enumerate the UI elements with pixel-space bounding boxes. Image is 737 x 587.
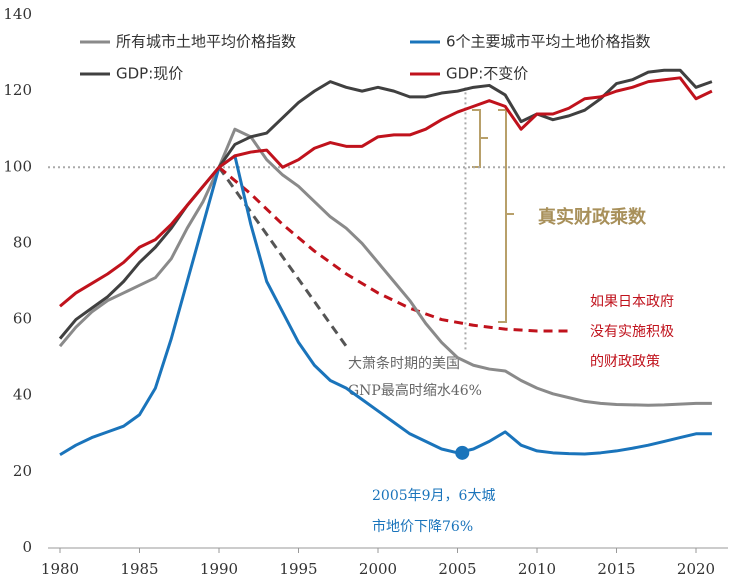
x-tick-label: 2000	[359, 560, 397, 578]
x-tick-label: 1985	[120, 560, 158, 578]
dashed-line	[217, 166, 348, 348]
y-tick-label: 140	[3, 5, 32, 23]
line	[58, 127, 712, 407]
y-tick-label: 40	[13, 386, 32, 404]
annotation: 2005年9月，6大城	[372, 488, 495, 504]
y-tick-label: 100	[3, 157, 32, 175]
annotation: GNP最高时缩水46%	[348, 382, 482, 399]
x-tick-label: 2010	[518, 560, 556, 578]
highlight-marker	[455, 445, 470, 460]
x-tick-label: 2005	[438, 560, 476, 578]
x-tick-label: 1980	[41, 560, 79, 578]
y-tick-label: 60	[13, 310, 32, 328]
annotation: 的财政政策	[590, 353, 660, 370]
line	[59, 76, 713, 308]
y-tick-label: 20	[13, 462, 32, 480]
annotation: 真实财政乘数	[538, 206, 647, 228]
annotation: 大萧条时期的美国	[348, 355, 460, 372]
annotation: 市地价下降76%	[372, 518, 473, 535]
legend-label: GDP:现价	[116, 65, 183, 83]
legend-label: 6个主要城市平均土地价格指数	[446, 33, 651, 51]
x-tick-label: 1990	[200, 560, 238, 578]
annotation: 如果日本政府	[590, 294, 674, 310]
bracket	[472, 109, 488, 168]
annotation: 没有实施积极	[590, 324, 674, 340]
dashed-line	[218, 166, 569, 333]
bracket	[498, 109, 514, 323]
legend-label: GDP:不变价	[446, 65, 528, 83]
x-tick-label: 2015	[597, 560, 635, 578]
y-tick-label: 0	[22, 538, 32, 556]
y-tick-label: 80	[13, 233, 32, 251]
y-tick-label: 120	[3, 81, 32, 99]
x-tick-label: 1995	[279, 560, 317, 578]
legend-label: 所有城市土地平均价格指数	[116, 33, 296, 51]
x-tick-label: 2020	[677, 560, 715, 578]
line	[59, 154, 712, 457]
